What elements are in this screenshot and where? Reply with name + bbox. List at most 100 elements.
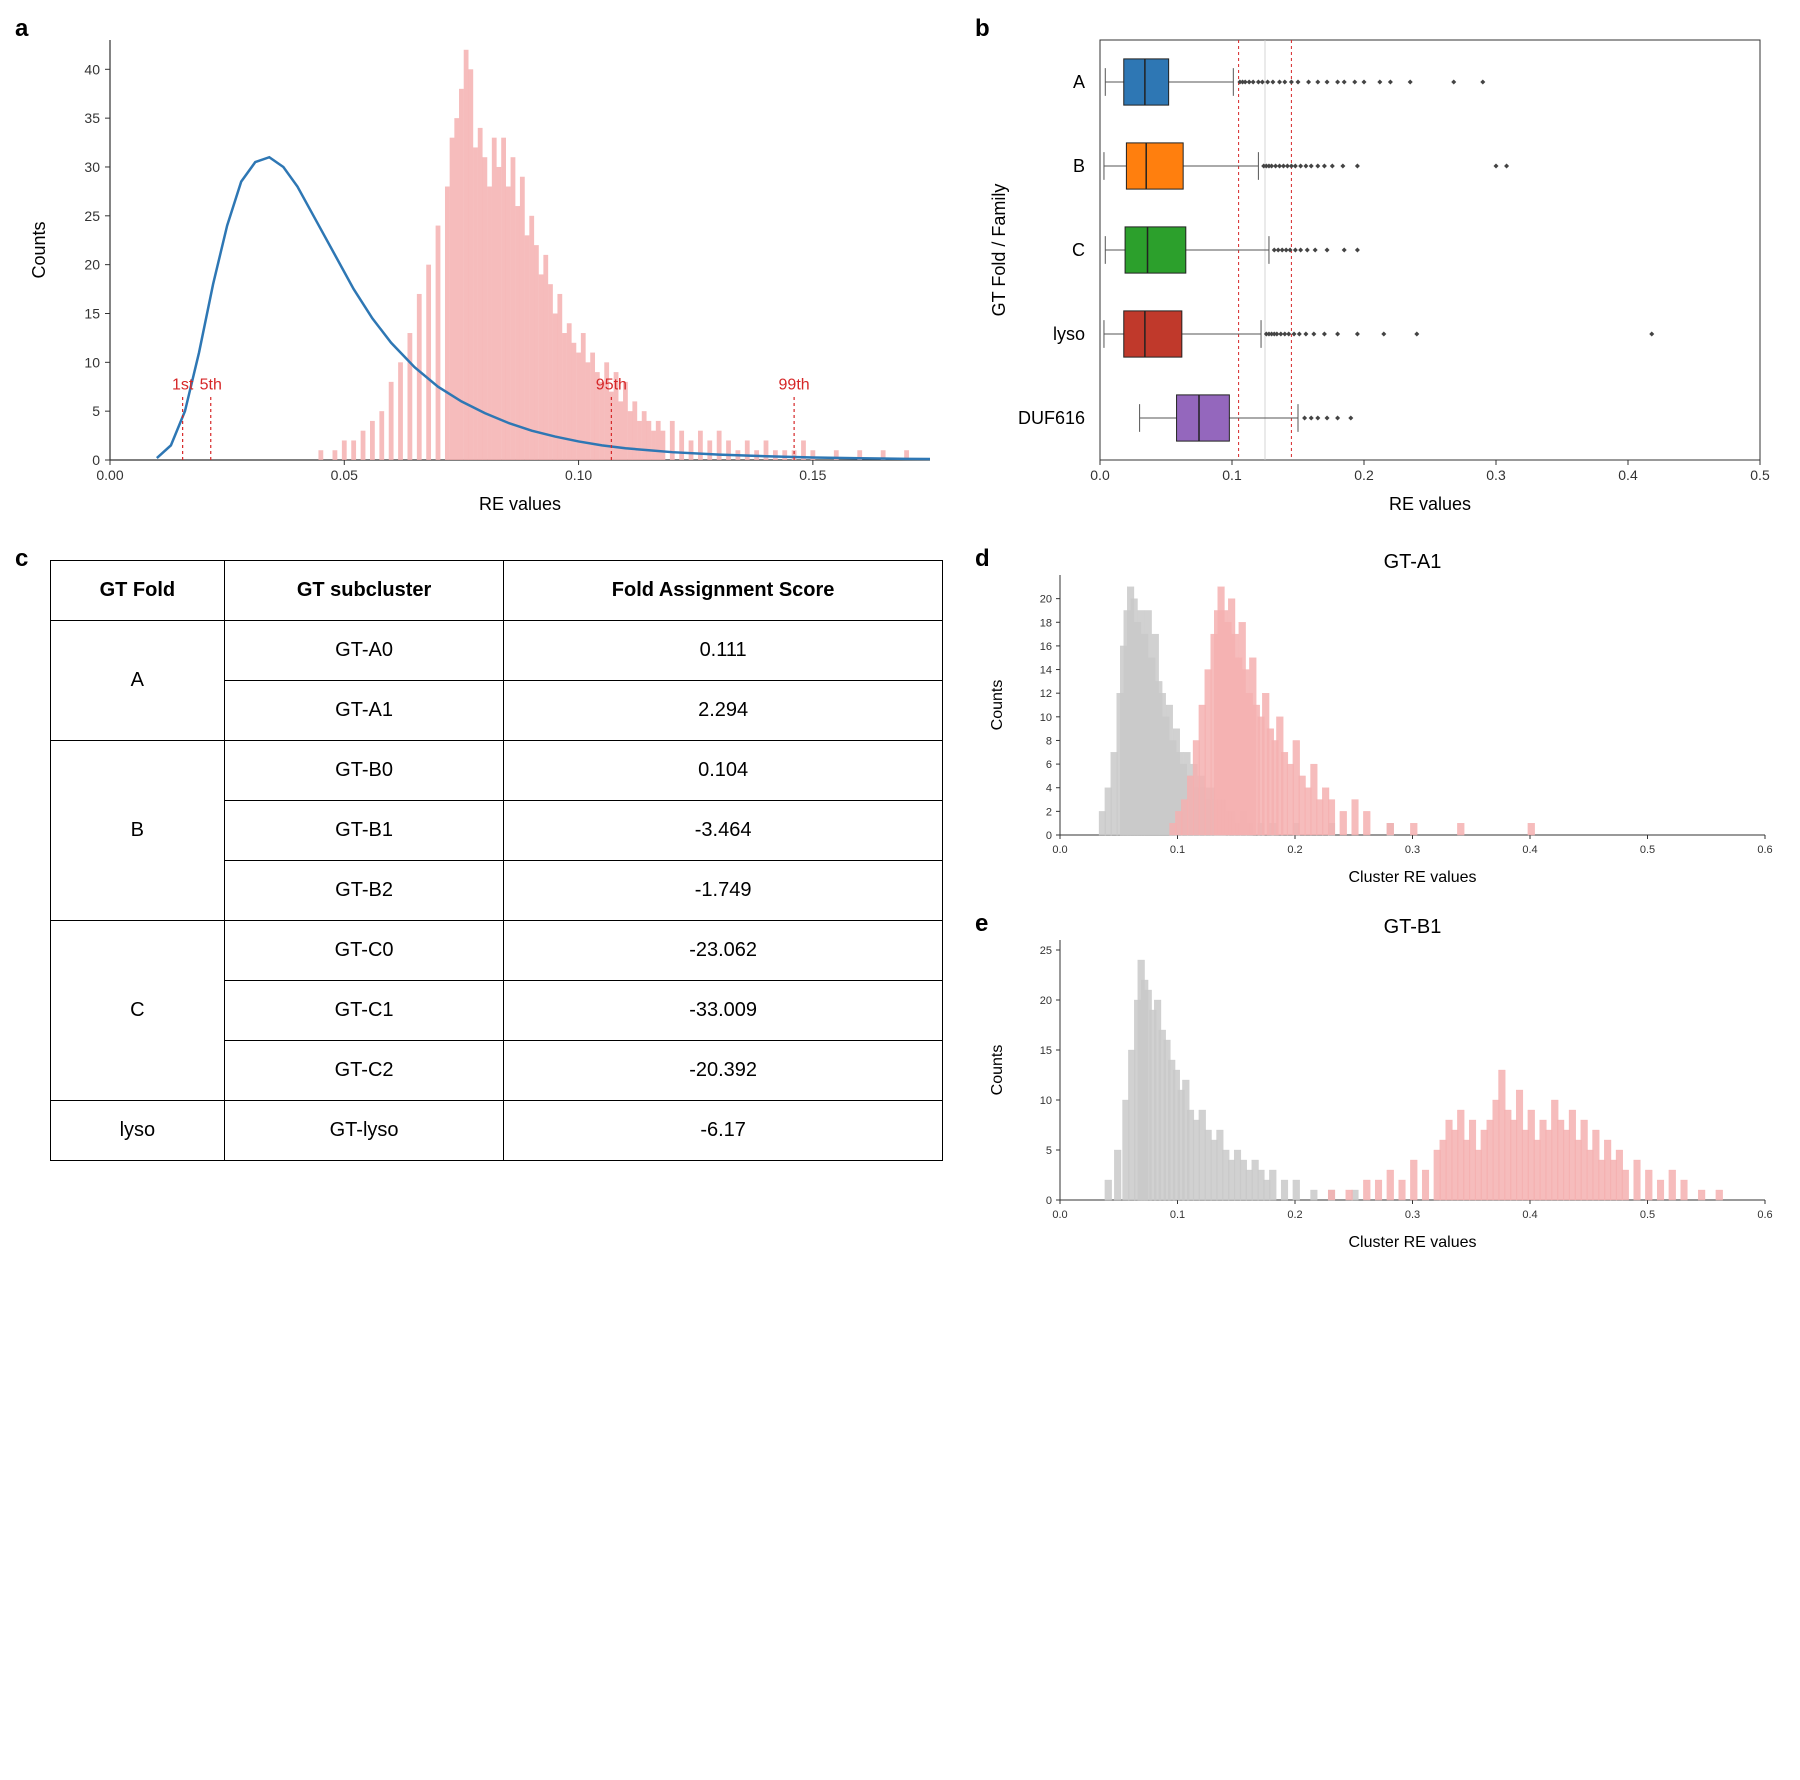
score-cell: 0.104 [504,741,942,801]
score-cell: 0.111 [504,621,942,681]
svg-text:DUF616: DUF616 [1018,408,1085,428]
svg-text:10: 10 [1040,1095,1052,1107]
score-cell: -20.392 [504,1041,942,1101]
svg-text:lyso: lyso [1053,324,1085,344]
score-cell: -3.464 [504,801,942,861]
score-cell: 2.294 [504,681,942,741]
svg-text:35: 35 [84,110,100,126]
panel-c: c GT FoldGT subclusterFold Assignment Sc… [20,550,950,1255]
svg-text:0.0: 0.0 [1052,1209,1067,1221]
table-header: Fold Assignment Score [504,561,942,621]
svg-text:0.6: 0.6 [1757,844,1772,856]
svg-text:GT Fold / Family: GT Fold / Family [989,184,1009,317]
svg-text:1st: 1st [172,377,194,394]
panel-a: a 0.000.050.100.1505101520253035401st5th… [20,20,950,520]
svg-text:C: C [1072,240,1085,260]
table-header: GT subcluster [224,561,504,621]
panels-de-column: d 0.00.10.20.30.40.50.602468101214161820… [980,550,1780,1255]
score-cell: -1.749 [504,861,942,921]
fold-cell: C [51,921,225,1101]
svg-text:8: 8 [1046,735,1052,747]
svg-text:0.4: 0.4 [1522,844,1537,856]
svg-text:0.15: 0.15 [799,467,826,483]
svg-text:0.3: 0.3 [1405,1209,1420,1221]
panel-e-label: e [975,910,988,938]
subcluster-cell: GT-A0 [224,621,504,681]
svg-text:0.0: 0.0 [1090,467,1110,483]
svg-text:5: 5 [1046,1145,1052,1157]
svg-text:0.5: 0.5 [1750,467,1770,483]
svg-text:0.2: 0.2 [1354,467,1374,483]
svg-text:20: 20 [84,257,100,273]
svg-text:16: 16 [1040,641,1052,653]
panel-d-label: d [975,545,990,573]
svg-text:10: 10 [1040,712,1052,724]
svg-text:0: 0 [1046,830,1052,842]
svg-text:18: 18 [1040,617,1052,629]
subcluster-cell: GT-C2 [224,1041,504,1101]
svg-text:0: 0 [92,452,100,468]
svg-text:15: 15 [84,305,100,321]
svg-text:0.1: 0.1 [1170,844,1185,856]
svg-text:15: 15 [1040,1045,1052,1057]
fold-cell: lyso [51,1101,225,1161]
svg-text:A: A [1073,72,1085,92]
svg-text:RE values: RE values [1389,494,1471,514]
subcluster-cell: GT-B0 [224,741,504,801]
table-row: CGT-C0-23.062 [51,921,943,981]
svg-text:GT-A1: GT-A1 [1384,551,1442,573]
table-row: lysoGT-lyso-6.17 [51,1101,943,1161]
svg-text:12: 12 [1040,688,1052,700]
svg-text:Counts: Counts [989,1045,1006,1096]
svg-text:0.4: 0.4 [1618,467,1638,483]
subcluster-cell: GT-B1 [224,801,504,861]
svg-text:0.0: 0.0 [1052,844,1067,856]
svg-text:5: 5 [92,403,100,419]
svg-text:0.10: 0.10 [565,467,592,483]
svg-text:0.6: 0.6 [1757,1209,1772,1221]
svg-text:RE values: RE values [479,494,561,514]
panel-a-label: a [15,15,28,43]
svg-text:B: B [1073,156,1085,176]
svg-text:0.1: 0.1 [1222,467,1242,483]
svg-text:0.2: 0.2 [1287,1209,1302,1221]
table-row: AGT-A00.111 [51,621,943,681]
svg-text:0.5: 0.5 [1640,844,1655,856]
svg-text:5th: 5th [200,377,222,394]
panel-c-label: c [15,545,28,573]
svg-text:25: 25 [84,208,100,224]
panel-b: b 0.00.10.20.30.40.5ABClysoDUF616RE valu… [980,20,1780,520]
svg-text:0.5: 0.5 [1640,1209,1655,1221]
subcluster-cell: GT-C1 [224,981,504,1041]
table-header: GT Fold [51,561,225,621]
panel-e: e 0.00.10.20.30.40.50.60510152025Cluster… [980,915,1780,1255]
svg-text:25: 25 [1040,945,1052,957]
svg-text:0: 0 [1046,1195,1052,1207]
fold-cell: B [51,741,225,921]
svg-text:99th: 99th [779,377,810,394]
svg-text:GT-B1: GT-B1 [1384,916,1442,938]
svg-text:10: 10 [84,354,100,370]
svg-text:0.00: 0.00 [96,467,123,483]
subcluster-cell: GT-C0 [224,921,504,981]
panel-a-plot: 0.000.050.100.1505101520253035401st5th95… [20,20,950,520]
fold-cell: A [51,621,225,741]
panel-e-plot: 0.00.10.20.30.40.50.60510152025Cluster R… [980,915,1780,1255]
svg-text:95th: 95th [596,377,627,394]
table-row: BGT-B00.104 [51,741,943,801]
svg-text:0.3: 0.3 [1405,844,1420,856]
svg-text:Cluster RE values: Cluster RE values [1348,869,1476,886]
panel-d-plot: 0.00.10.20.30.40.50.602468101214161820Cl… [980,550,1780,890]
subcluster-cell: GT-A1 [224,681,504,741]
figure-grid: a 0.000.050.100.1505101520253035401st5th… [20,20,1780,1255]
svg-text:2: 2 [1046,806,1052,818]
svg-text:0.05: 0.05 [331,467,358,483]
svg-text:Counts: Counts [989,680,1006,731]
gt-table: GT FoldGT subclusterFold Assignment Scor… [50,560,943,1161]
svg-text:40: 40 [84,61,100,77]
svg-text:0.2: 0.2 [1287,844,1302,856]
svg-text:6: 6 [1046,759,1052,771]
svg-text:0.4: 0.4 [1522,1209,1537,1221]
subcluster-cell: GT-B2 [224,861,504,921]
svg-text:20: 20 [1040,594,1052,606]
